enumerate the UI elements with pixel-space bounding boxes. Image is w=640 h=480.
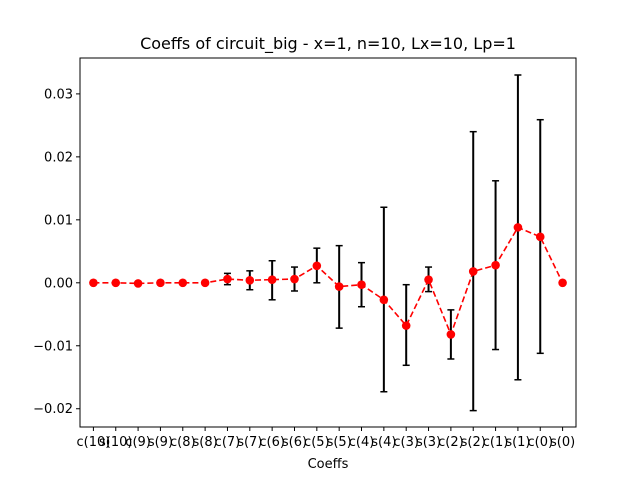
- x-tick-label: c(9): [125, 435, 151, 450]
- y-tick-label: 0.00: [44, 276, 73, 291]
- data-point: [513, 223, 523, 232]
- y-axis: −0.02 −0.01 0.00 0.01 0.02 0.03: [33, 87, 80, 417]
- x-tick-label: s(3): [416, 435, 441, 450]
- chart-title: Coeffs of circuit_big - x=1, n=10, Lx=10…: [140, 34, 516, 54]
- data-point: [200, 278, 210, 288]
- data-point: [357, 280, 366, 289]
- data-point: [178, 278, 188, 288]
- data-point: [446, 330, 456, 339]
- x-tick-label: c(2): [438, 435, 464, 450]
- data-point: [401, 321, 411, 330]
- x-tick-label: c(8): [170, 435, 196, 450]
- x-tick-label: c(4): [349, 435, 375, 450]
- x-tick-label: s(4): [371, 435, 396, 450]
- x-tick-label: c(0): [527, 435, 553, 450]
- plot-area: [79, 57, 577, 428]
- x-tick-label: c(10): [76, 435, 110, 450]
- y-tick-label: 0.01: [44, 213, 73, 228]
- y-tick-label: −0.01: [33, 339, 73, 354]
- data-point: [290, 274, 299, 284]
- x-axis-label: Coeffs: [308, 457, 349, 472]
- data-point: [89, 278, 98, 288]
- data-point: [245, 275, 255, 285]
- x-tick-label: s(7): [237, 435, 262, 450]
- x-tick-label: s(8): [193, 435, 218, 450]
- x-tick-label: s(1): [505, 435, 530, 450]
- x-tick-label: s(2): [461, 435, 486, 450]
- data-point: [111, 278, 121, 288]
- data-point: [379, 295, 389, 305]
- data-point: [424, 275, 433, 284]
- data-point: [558, 278, 567, 288]
- data-point: [468, 267, 478, 276]
- x-tick-label: s(5): [327, 435, 352, 450]
- data-point: [312, 261, 322, 271]
- x-tick-label: s(9): [148, 435, 173, 450]
- plot-frame: [79, 57, 577, 428]
- data-point: [535, 232, 545, 242]
- x-axis: c(10)s(10)c(9)s(9)c(8)s(8)c(7)s(7)c(6)s(…: [76, 427, 575, 450]
- data-point: [334, 282, 344, 291]
- x-tick-label: s(10): [99, 435, 132, 450]
- x-tick-label: c(7): [215, 435, 241, 450]
- x-tick-label: s(0): [550, 435, 575, 450]
- y-tick-label: 0.02: [44, 150, 73, 165]
- x-tick-label: s(6): [282, 435, 307, 450]
- data-point: [156, 278, 165, 288]
- x-tick-label: c(1): [483, 435, 509, 450]
- y-tick-label: 0.03: [44, 87, 73, 102]
- data-point: [133, 279, 143, 288]
- x-tick-label: c(3): [393, 435, 419, 450]
- data-point: [267, 275, 277, 284]
- data-point: [491, 260, 500, 270]
- y-tick-label: −0.02: [33, 402, 73, 417]
- data-point: [223, 274, 232, 284]
- x-tick-label: c(6): [259, 435, 285, 450]
- markers: [89, 223, 567, 339]
- x-tick-label: c(5): [304, 435, 330, 450]
